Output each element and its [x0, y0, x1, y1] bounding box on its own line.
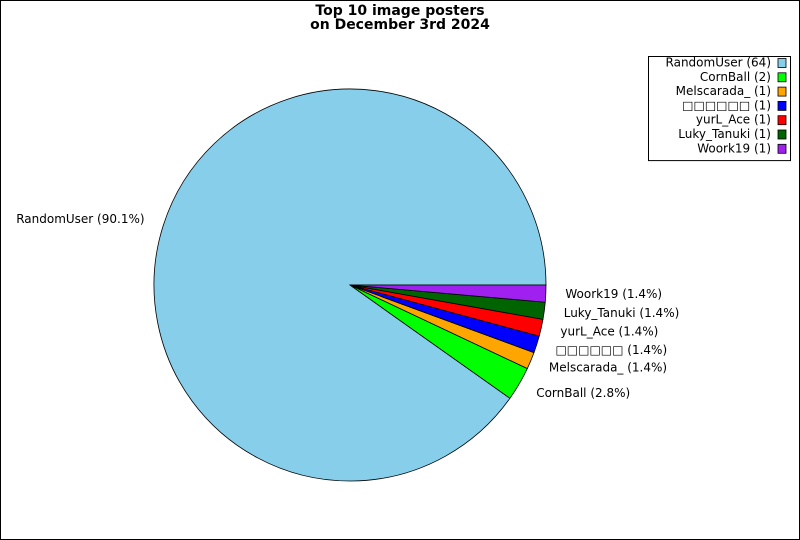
slice-label: CornBall (2.8%)	[536, 386, 630, 400]
legend-swatch	[777, 115, 787, 126]
legend-swatch	[777, 143, 787, 154]
chart-title: Top 10 image posters	[315, 3, 484, 19]
legend-label: Woork19 (1)	[697, 141, 771, 155]
legend-box	[648, 56, 791, 162]
slice-label: Woork19 (1.4%)	[565, 287, 662, 301]
slice-label: RandomUser (90.1%)	[16, 212, 144, 226]
legend-swatch	[777, 86, 787, 97]
legend-label: Melscarada_ (1)	[676, 84, 771, 98]
slice-label: Melscarada_ (1.4%)	[549, 361, 667, 375]
pie-slice	[349, 284, 547, 303]
slice-label: Luky_Tanuki (1.4%)	[564, 306, 680, 320]
legend-swatch	[777, 72, 787, 83]
chart-subtitle: on December 3rd 2024	[310, 17, 490, 33]
legend-label: RandomUser (64)	[666, 56, 771, 70]
legend-label: □□□□□□ (1)	[682, 98, 771, 112]
legend-label: CornBall (2)	[700, 70, 771, 84]
legend-swatch	[777, 58, 787, 68]
legend-label: yurL_Ace (1)	[696, 113, 771, 127]
legend-swatch	[777, 129, 787, 140]
slice-label: yurL_Ace (1.4%)	[560, 325, 658, 339]
slice-label: □□□□□□ (1.4%)	[555, 343, 667, 357]
legend-label: Luky_Tanuki (1)	[678, 127, 771, 141]
legend-swatch	[777, 101, 787, 111]
